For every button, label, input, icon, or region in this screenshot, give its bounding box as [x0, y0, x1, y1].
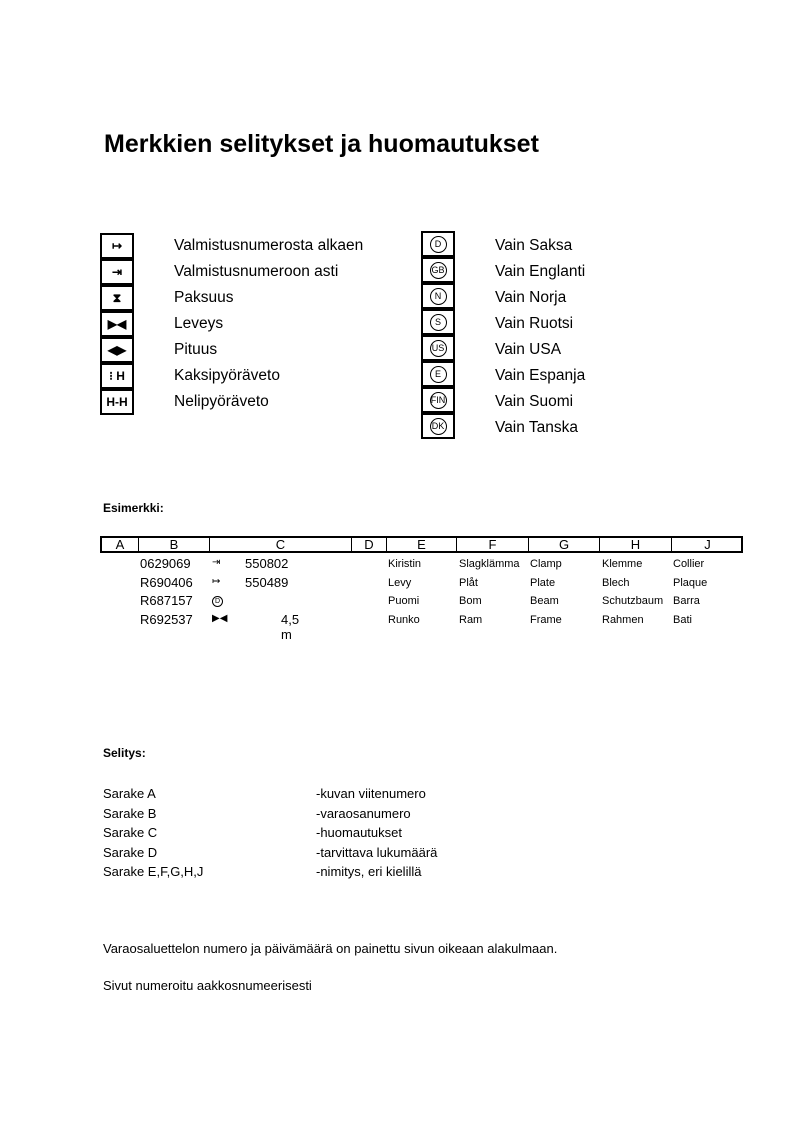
- column-header-d: D: [352, 538, 387, 551]
- country-box: N: [421, 283, 455, 309]
- legend-description: -varaosanumero: [316, 805, 411, 821]
- legend-column: Sarake D: [103, 844, 158, 860]
- column-header-c: C: [210, 538, 352, 551]
- country-box: E: [421, 361, 455, 387]
- cell-b: 0629069: [140, 556, 191, 571]
- country-e-icon: E: [429, 365, 447, 383]
- cell-e: Kiristin: [388, 558, 422, 570]
- cell-j: Bati: [673, 613, 692, 626]
- country-box: DK: [421, 413, 455, 439]
- arrow-to-bar-icon: ⇥: [100, 259, 134, 285]
- cell-j: Plaque: [673, 576, 708, 589]
- thickness-icon: ⧗: [100, 285, 134, 311]
- country-label: Vain Suomi: [495, 393, 574, 410]
- cell-c: 4,5 m: [281, 611, 300, 642]
- cell-e: Levy: [388, 576, 412, 589]
- column-header-j: J: [704, 537, 711, 552]
- cell-g: Plate: [530, 576, 556, 589]
- cell-e: Puomi: [388, 595, 420, 607]
- country-box: D: [421, 231, 455, 257]
- germany-only-icon: D: [212, 594, 223, 607]
- cell-c: 550489: [245, 574, 289, 590]
- column-header-b: B: [139, 538, 210, 551]
- legend-description: -nimitys, eri kielillä: [316, 864, 422, 879]
- example-heading: Esimerkki:: [103, 501, 164, 515]
- symbol-label: Pituus: [174, 341, 218, 358]
- country-gb-icon: GB: [429, 261, 447, 279]
- column-header-f: F: [457, 538, 529, 551]
- cell-g: Clamp: [530, 558, 562, 570]
- remark-icon: ⇥: [212, 557, 221, 568]
- country-label: Vain Englanti: [495, 263, 586, 280]
- legend-column: Sarake C: [103, 825, 158, 840]
- width-icon: ▶◀: [100, 311, 134, 337]
- symbol-label: Nelipyöräveto: [174, 393, 269, 410]
- cell-h: Schutzbaum: [602, 595, 664, 607]
- column-header-g: G: [529, 538, 600, 551]
- cell-f: Slagklämma: [459, 558, 520, 570]
- country-d-icon: D: [212, 596, 223, 607]
- cell-f: Bom: [459, 595, 482, 607]
- note-page-numbering: Sivut numeroitu aakkosnumeerisesti: [103, 978, 312, 993]
- column-header-e: E: [387, 538, 457, 551]
- legend-column: Sarake E,F,G,H,J: [103, 864, 204, 879]
- cell-h: Rahmen: [602, 613, 644, 626]
- arrow-from-bar-icon: ↦: [100, 233, 134, 259]
- country-box: FIN: [421, 387, 455, 413]
- remark-icon: ↦: [212, 575, 221, 587]
- cell-e: Runko: [388, 613, 420, 626]
- country-label: Vain Tanska: [495, 419, 579, 436]
- two-wheel-drive-icon: ⁝ H: [100, 363, 134, 389]
- cell-h: Blech: [602, 576, 630, 589]
- symbol-label: Valmistusnumerosta alkaen: [174, 237, 364, 254]
- note-catalog-number: Varaosaluettelon numero ja päivämäärä on…: [103, 941, 558, 956]
- country-n-icon: N: [429, 287, 447, 305]
- cell-b: R692537: [140, 611, 193, 627]
- cell-j: Barra: [673, 595, 700, 607]
- country-us-icon: US: [429, 339, 447, 357]
- country-label: Vain Saksa: [495, 237, 573, 254]
- remark-icon: ▶◀: [212, 612, 228, 624]
- length-icon: ◀▶: [100, 337, 134, 363]
- page-title: Merkkien selitykset ja huomautukset: [104, 130, 539, 158]
- legend-column: Sarake B: [103, 805, 157, 821]
- cell-h: Klemme: [602, 558, 643, 570]
- country-label: Vain Espanja: [495, 367, 586, 384]
- cell-b: R690406: [140, 574, 193, 590]
- legend-column: Sarake A: [103, 786, 156, 801]
- country-label: Vain USA: [495, 341, 562, 358]
- symbol-label: Valmistusnumeroon asti: [174, 263, 339, 280]
- cell-f: Ram: [459, 613, 483, 626]
- country-box: US: [421, 335, 455, 361]
- country-dk-icon: DK: [429, 417, 447, 435]
- legend-heading: Selitys:: [103, 746, 146, 760]
- country-d-icon: D: [429, 235, 447, 253]
- cell-c: 550802: [245, 556, 289, 571]
- country-fin-icon: FIN: [429, 391, 447, 409]
- symbol-label: Kaksipyöräveto: [174, 367, 280, 384]
- cell-g: Frame: [530, 613, 562, 626]
- column-header-a: A: [102, 538, 139, 551]
- symbol-label: Paksuus: [174, 289, 234, 306]
- country-label: Vain Norja: [495, 289, 567, 306]
- country-label: Vain Ruotsi: [495, 315, 574, 332]
- legend-description: -tarvittava lukumäärä: [316, 844, 438, 860]
- legend-description: -huomautukset: [316, 825, 402, 840]
- column-header-h: H: [600, 538, 672, 551]
- four-wheel-drive-icon: H-H: [100, 389, 134, 415]
- legend-description: -kuvan viitenumero: [316, 786, 426, 801]
- cell-b: R687157: [140, 593, 193, 608]
- country-s-icon: S: [429, 313, 447, 331]
- symbol-label: Leveys: [174, 315, 224, 332]
- cell-f: Plåt: [459, 576, 478, 589]
- cell-j: Collier: [673, 558, 705, 570]
- cell-g: Beam: [530, 595, 559, 607]
- country-box: GB: [421, 257, 455, 283]
- country-box: S: [421, 309, 455, 335]
